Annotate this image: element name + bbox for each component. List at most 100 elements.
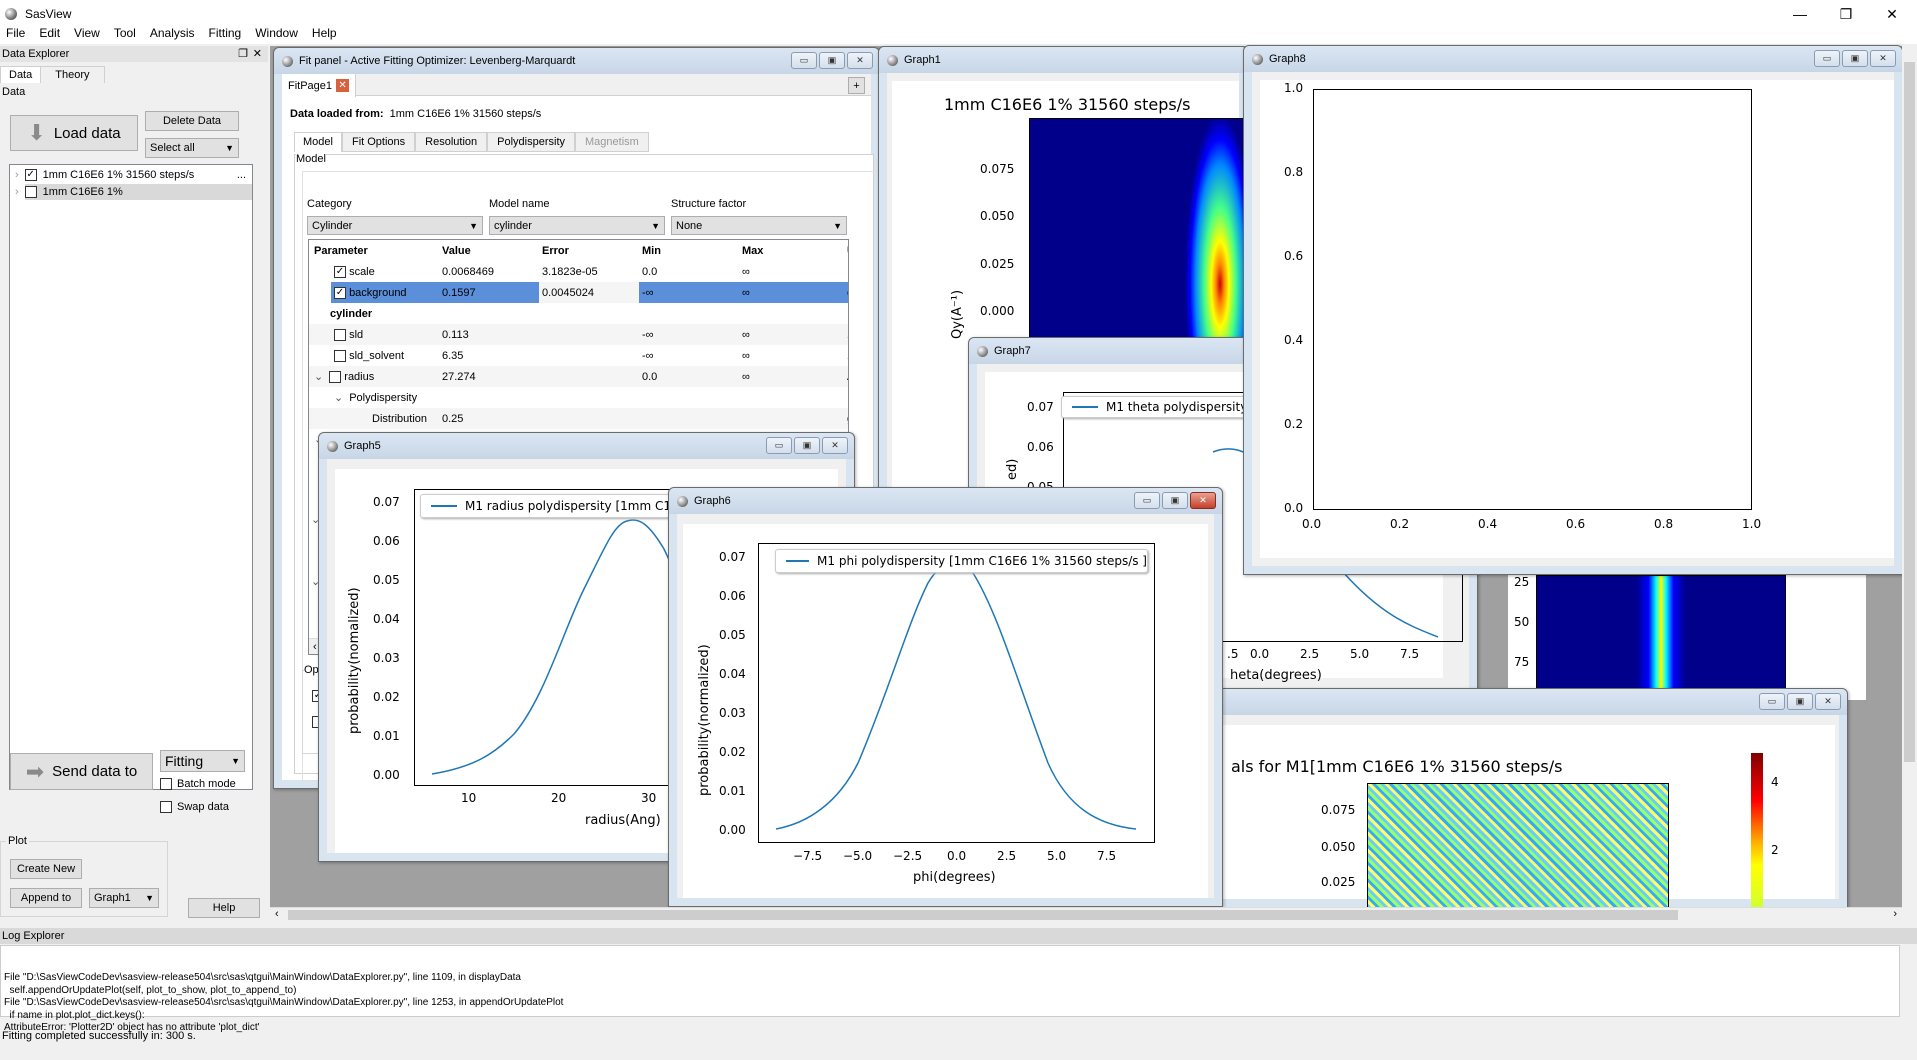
- table-row-selected[interactable]: ✓ background 0.1597 0.0045024 -∞ ∞ c: [309, 282, 848, 303]
- model-name-combo[interactable]: cylinder ▼: [489, 216, 665, 235]
- expand-icon[interactable]: ⌄: [334, 392, 344, 404]
- tab-magnetism[interactable]: Magnetism: [575, 132, 649, 152]
- expand-icon[interactable]: ›: [15, 186, 19, 198]
- graph5-titlebar[interactable]: Graph5: [319, 433, 854, 459]
- minimize-button[interactable]: —: [1793, 6, 1807, 22]
- structure-factor-combo[interactable]: None ▼: [671, 216, 847, 235]
- close-button[interactable]: ✕: [1815, 693, 1841, 710]
- load-data-button[interactable]: ⬇ Load data: [10, 115, 138, 151]
- table-row[interactable]: ⌄ radius 27.274 0.0 ∞ Å: [309, 366, 848, 387]
- swap-data-checkbox[interactable]: Swap data: [160, 801, 229, 813]
- col-max[interactable]: Max: [742, 244, 764, 257]
- graph6-titlebar[interactable]: Graph6: [669, 488, 1222, 514]
- hscroll-thumb[interactable]: [288, 910, 1678, 920]
- scroll-right-icon[interactable]: ›: [1893, 908, 1897, 920]
- append-to-button[interactable]: Append to: [10, 888, 82, 908]
- maximize-button[interactable]: ▣: [1162, 492, 1188, 509]
- vscroll-thumb[interactable]: [1904, 62, 1915, 762]
- menu-edit[interactable]: Edit: [39, 26, 61, 40]
- table-row[interactable]: sld_solvent 6.35 -∞ ∞ 1: [309, 345, 848, 366]
- minimize-button[interactable]: ▭: [1814, 50, 1840, 67]
- log-text[interactable]: File "D:\SasViewCodeDev\sasview-release5…: [0, 945, 1900, 1033]
- close-button[interactable]: ✕: [1870, 50, 1896, 67]
- menu-tool[interactable]: Tool: [113, 26, 136, 40]
- table-row[interactable]: Distribution 0.25 g: [309, 408, 848, 429]
- tab-fitpage1[interactable]: FitPage1 ✕: [282, 74, 357, 97]
- maximize-button[interactable]: ▣: [1787, 693, 1813, 710]
- graph6-canvas[interactable]: M1 phi polydispersity [1mm C16E6 1% 3156…: [683, 524, 1208, 898]
- expand-icon[interactable]: ›: [15, 169, 19, 181]
- select-all-combo[interactable]: Select all ▼: [145, 138, 239, 158]
- restore-button[interactable]: ❐: [1839, 5, 1853, 22]
- data-item-checkbox[interactable]: [24, 186, 37, 198]
- menu-file[interactable]: File: [6, 26, 26, 40]
- menu-view[interactable]: View: [74, 26, 100, 40]
- close-button[interactable]: ✕: [1190, 492, 1216, 509]
- menu-window[interactable]: Window: [255, 26, 298, 40]
- col-min[interactable]: Min: [642, 244, 661, 257]
- param-value[interactable]: 0.0068469: [442, 265, 494, 278]
- residuals-canvas[interactable]: als for M1[1mm C16E6 1% 31560 steps/s 0.…: [1221, 725, 1835, 913]
- param-value[interactable]: 0.1597: [439, 282, 539, 303]
- minimize-button[interactable]: ▭: [1759, 693, 1785, 710]
- col-error[interactable]: Error: [542, 244, 569, 257]
- send-target-combo[interactable]: Fitting ▼: [160, 750, 245, 772]
- batch-mode-checkbox[interactable]: Batch mode: [160, 778, 236, 790]
- close-tab-icon[interactable]: ✕: [336, 79, 350, 92]
- delete-data-button[interactable]: Delete Data: [145, 111, 239, 131]
- close-button[interactable]: ✕: [1886, 5, 1898, 22]
- minimize-button[interactable]: ▭: [791, 52, 817, 69]
- menu-fitting[interactable]: Fitting: [208, 26, 242, 40]
- tab-theory[interactable]: Theory: [40, 66, 105, 83]
- col-value[interactable]: Value: [442, 244, 471, 257]
- tab-resolution[interactable]: Resolution: [415, 132, 488, 152]
- graph8-canvas[interactable]: 1.0 0.8 0.6 0.4 0.2 0.0 0.0 0.2 0.4 0.6 …: [1260, 80, 1894, 558]
- tab-model[interactable]: Model: [294, 132, 342, 152]
- param-checkbox[interactable]: [329, 370, 342, 383]
- mdi-vscrollbar[interactable]: [1902, 46, 1917, 908]
- data-item-checkbox[interactable]: ✓: [24, 169, 37, 181]
- scroll-left-icon[interactable]: ‹: [275, 908, 279, 920]
- fit-panel-titlebar[interactable]: Fit panel - Active Fitting Optimizer: Le…: [274, 48, 879, 74]
- category-combo[interactable]: Cylinder ▼: [307, 216, 483, 235]
- col-units[interactable]: U: [844, 240, 848, 261]
- menu-analysis[interactable]: Analysis: [149, 26, 195, 40]
- graph8-titlebar[interactable]: Graph8: [1244, 46, 1902, 72]
- append-target-combo[interactable]: Graph1 ▼: [89, 888, 159, 908]
- create-new-button[interactable]: Create New: [10, 859, 82, 879]
- graph1-titlebar[interactable]: Graph1: [879, 47, 1247, 73]
- model-group-label: Model: [296, 153, 326, 165]
- maximize-button[interactable]: ▣: [1842, 50, 1868, 67]
- expand-icon[interactable]: ⌄: [311, 576, 321, 588]
- param-checkbox[interactable]: [334, 349, 346, 362]
- tab-polydispersity[interactable]: Polydispersity: [487, 132, 575, 152]
- param-checkbox[interactable]: ✓: [334, 265, 346, 278]
- residuals-titlebar[interactable]: [1213, 689, 1847, 715]
- minimize-button[interactable]: ▭: [1134, 492, 1160, 509]
- data-item[interactable]: › ✓ 1mm C16E6 1% 31560 steps/s ...: [15, 169, 246, 181]
- maximize-button[interactable]: ▣: [819, 52, 845, 69]
- add-tab-button[interactable]: +: [848, 77, 865, 94]
- menu-help[interactable]: Help: [311, 26, 337, 40]
- close-button[interactable]: ✕: [822, 437, 848, 454]
- expand-icon[interactable]: ⌄: [311, 514, 321, 526]
- more-icon[interactable]: ...: [236, 169, 246, 181]
- mdi-hscrollbar[interactable]: ‹ ›: [270, 907, 1902, 922]
- data-item[interactable]: › 1mm C16E6 1%: [10, 184, 252, 200]
- maximize-button[interactable]: ▣: [794, 437, 820, 454]
- send-data-button[interactable]: ➡ Send data to: [10, 753, 153, 790]
- param-checkbox[interactable]: [334, 328, 346, 341]
- tab-fit-options[interactable]: Fit Options: [341, 132, 416, 152]
- expand-icon[interactable]: ⌄: [314, 371, 324, 383]
- help-button[interactable]: Help: [188, 898, 260, 918]
- close-dock-icon[interactable]: ✕: [252, 48, 262, 60]
- float-icon[interactable]: ❐: [238, 48, 248, 60]
- polydispersity-row[interactable]: ⌄ Polydispersity: [334, 391, 418, 405]
- minimize-button[interactable]: ▭: [766, 437, 792, 454]
- col-parameter[interactable]: Parameter: [314, 244, 368, 257]
- close-button[interactable]: ✕: [847, 52, 873, 69]
- param-checkbox[interactable]: ✓: [334, 286, 346, 299]
- tab-data[interactable]: Data: [0, 66, 42, 83]
- table-row[interactable]: ✓ scale 0.0068469 3.1823e-05 0.0 ∞: [309, 261, 848, 282]
- table-row[interactable]: sld 0.113 -∞ ∞ 1: [309, 324, 848, 345]
